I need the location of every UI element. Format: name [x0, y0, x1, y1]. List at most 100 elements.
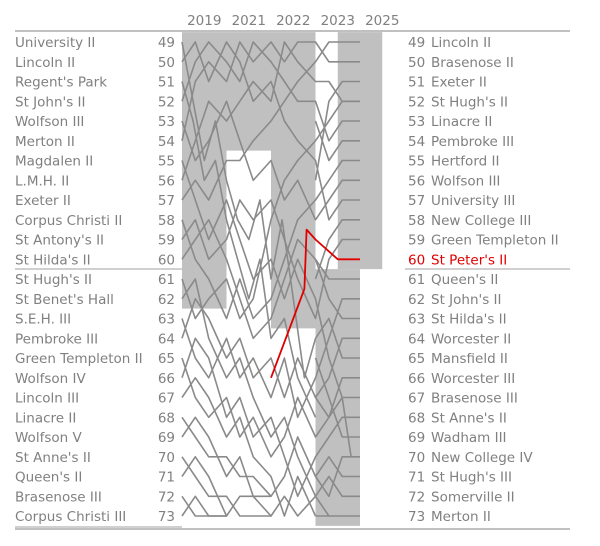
end-position-label: 65 — [408, 351, 425, 367]
start-crew-label: Green Templeton II — [15, 351, 143, 367]
end-crew-label: Worcester III — [431, 371, 515, 387]
start-position-label: 70 — [158, 450, 175, 466]
end-crew-label: Worcester II — [431, 331, 511, 347]
crew-trace-18 — [181, 376, 317, 517]
crew-trace-22 — [181, 455, 271, 517]
end-position-label: 69 — [408, 430, 425, 446]
end-crew-label: Somerville II — [431, 489, 515, 505]
year-label-2025: 2025 — [365, 13, 399, 29]
start-labels: University II 49 Lincoln II 50 Regent's Park… — [15, 35, 175, 525]
start-crew-label: Merton II — [15, 134, 75, 150]
crew-trace-8 — [181, 41, 360, 201]
end-crew-label: Brasenose III — [431, 391, 518, 407]
chart-frame — [15, 30, 570, 530]
year-labels: 2019 2021 2022 2023 2025 — [187, 13, 399, 29]
end-position-label: 67 — [408, 391, 425, 407]
end-position-label: 53 — [408, 114, 425, 130]
end-position-label: 54 — [408, 134, 425, 150]
end-labels: 49 Lincoln II 50 Brasenose II 51 Exeter II 52 S… — [408, 35, 559, 525]
end-crew-label: Merton II — [431, 509, 491, 525]
start-crew-label: Wolfson III — [15, 114, 84, 130]
crew-trace-0 — [181, 41, 317, 379]
start-position-label: 50 — [158, 55, 175, 71]
end-position-label: 56 — [408, 173, 425, 189]
end-crew-label: Wolfson III — [431, 173, 500, 189]
start-crew-label: St Antony's II — [15, 233, 104, 249]
start-position-label: 71 — [158, 470, 175, 486]
start-crew-label: Queen's II — [15, 470, 82, 486]
end-position-label: 57 — [408, 193, 425, 209]
highlight-crew-label: St Peter's II — [431, 252, 507, 268]
start-crew-label: St Anne's II — [15, 450, 91, 466]
start-position-label: 51 — [158, 75, 175, 91]
crew-trace-11 — [181, 219, 360, 340]
start-crew-label: St Hugh's II — [15, 272, 92, 288]
crew-trace-6 — [181, 160, 352, 457]
end-position-label: 52 — [408, 94, 425, 110]
start-position-label: 73 — [158, 509, 175, 525]
end-position-label: 62 — [408, 292, 425, 308]
start-position-label: 60 — [158, 252, 175, 268]
crew-trace-2 — [181, 81, 317, 418]
start-crew-label: Exeter II — [15, 193, 71, 209]
start-crew-label: Regent's Park — [15, 75, 107, 91]
end-position-label: 51 — [408, 75, 425, 91]
end-crew-label: New College III — [431, 213, 531, 229]
start-crew-label: University II — [15, 35, 95, 51]
start-crew-label: St Benet's Hall — [15, 292, 114, 308]
crew-trace-25 — [314, 258, 360, 280]
crew-trace-17 — [181, 337, 360, 498]
end-crew-label: Green Templeton II — [431, 233, 559, 249]
end-position-label: 58 — [408, 213, 425, 229]
end-crew-label: Queen's II — [431, 272, 498, 288]
end-position-label: 50 — [408, 55, 425, 71]
end-crew-label: University III — [431, 193, 515, 209]
start-position-label: 65 — [158, 351, 175, 367]
end-crew-label: Linacre II — [431, 114, 492, 130]
start-position-label: 58 — [158, 213, 175, 229]
end-crew-label: St Anne's II — [431, 410, 507, 426]
shaded-block-5 — [271, 249, 316, 329]
start-crew-label: Wolfson V — [15, 430, 82, 446]
crew-trace-26 — [314, 317, 360, 359]
end-crew-label: Exeter II — [431, 75, 487, 91]
start-crew-label: Wolfson IV — [15, 371, 86, 387]
end-crew-label: St John's II — [431, 292, 502, 308]
year-label-2019: 2019 — [187, 13, 221, 29]
start-position-label: 61 — [158, 272, 175, 288]
crew-trace-21 — [181, 456, 271, 517]
end-crew-label: New College IV — [431, 450, 533, 466]
end-crew-label: Lincoln II — [431, 35, 491, 51]
end-crew-label: Hertford II — [431, 154, 499, 170]
crew-trace-24 — [181, 495, 227, 517]
end-position-label: 60 — [408, 252, 425, 268]
end-position-label: 63 — [408, 312, 425, 328]
end-position-label: 73 — [408, 509, 425, 525]
crew-trace-33 — [314, 219, 360, 280]
crew-trace-30 — [314, 396, 360, 419]
start-crew-label: Lincoln III — [15, 391, 79, 407]
end-crew-label: St Hilda's II — [431, 312, 507, 328]
crew-trace-27 — [314, 357, 360, 438]
start-position-label: 62 — [158, 292, 175, 308]
end-crew-label: St Hugh's II — [431, 94, 508, 110]
start-position-label: 53 — [158, 114, 175, 130]
start-position-label: 57 — [158, 193, 175, 209]
crew-trace-3 — [181, 41, 360, 142]
start-position-label: 66 — [158, 371, 175, 387]
end-position-label: 72 — [408, 489, 425, 505]
end-crew-label: Wadham III — [431, 430, 507, 446]
end-position-label: 64 — [408, 331, 425, 347]
end-position-label: 66 — [408, 371, 425, 387]
year-label-2021: 2021 — [232, 13, 266, 29]
year-label-2023: 2023 — [321, 13, 355, 29]
start-position-label: 59 — [158, 233, 175, 249]
start-position-label: 72 — [158, 489, 175, 505]
start-position-label: 64 — [158, 331, 175, 347]
start-crew-label: L.M.H. II — [15, 173, 69, 189]
crew-trace-13 — [181, 278, 330, 517]
highlight-trace — [270, 228, 360, 379]
start-position-label: 55 — [158, 154, 175, 170]
start-crew-label: Linacre II — [15, 410, 76, 426]
